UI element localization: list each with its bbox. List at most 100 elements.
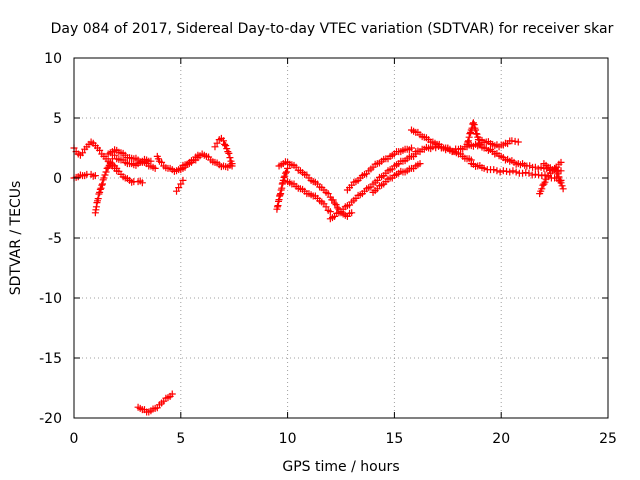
series-track-j xyxy=(211,134,236,168)
data-point xyxy=(97,184,105,192)
data-point xyxy=(99,176,107,184)
data-point xyxy=(473,130,481,138)
data-point xyxy=(348,209,356,217)
data-point xyxy=(211,143,219,151)
data-point xyxy=(509,167,517,175)
y-tick-label: -20 xyxy=(39,411,62,427)
data-point xyxy=(96,188,104,196)
x-tick-label: 0 xyxy=(70,431,79,447)
data-point xyxy=(464,137,472,145)
x-tick-label: 5 xyxy=(176,431,185,447)
data-point xyxy=(226,154,234,162)
data-point xyxy=(283,168,291,176)
data-point xyxy=(177,180,185,188)
series-track-n xyxy=(284,178,334,216)
x-axis-label: GPS time / hours xyxy=(282,459,399,475)
data-point xyxy=(538,185,546,193)
data-point xyxy=(514,138,522,146)
data-point xyxy=(559,185,567,193)
data-markers xyxy=(70,119,567,416)
data-point xyxy=(94,195,102,203)
data-point xyxy=(91,172,99,180)
data-point xyxy=(96,185,104,193)
data-point xyxy=(220,137,228,145)
data-point xyxy=(168,390,176,398)
series-track-g xyxy=(153,152,202,175)
data-point xyxy=(179,176,187,184)
y-tick-label: -5 xyxy=(48,231,62,247)
series-track-c xyxy=(91,151,119,217)
data-point xyxy=(79,149,87,157)
data-point xyxy=(332,201,340,209)
data-point xyxy=(281,172,289,180)
y-axis-label: SDTVAR / TECUs xyxy=(8,181,24,296)
data-point xyxy=(324,190,332,198)
x-tick-label: 25 xyxy=(599,431,617,447)
data-point xyxy=(512,168,520,176)
data-point xyxy=(490,166,498,174)
data-point xyxy=(333,204,341,212)
series-track-x xyxy=(540,158,565,175)
series-track-q xyxy=(369,160,424,196)
data-point xyxy=(480,164,488,172)
data-point xyxy=(542,175,550,183)
series-track-p xyxy=(343,144,415,194)
series-track-h xyxy=(173,176,187,195)
data-point xyxy=(221,140,229,148)
data-point xyxy=(228,160,236,168)
data-point xyxy=(326,208,334,216)
data-point xyxy=(175,184,183,192)
data-point xyxy=(496,168,504,176)
data-point xyxy=(98,181,106,189)
data-point xyxy=(465,133,473,141)
data-point xyxy=(284,164,292,172)
y-tick-label: 0 xyxy=(53,171,62,187)
data-point xyxy=(525,169,533,177)
data-point xyxy=(158,158,166,166)
series-track-f xyxy=(113,155,155,169)
data-point xyxy=(470,121,478,129)
y-tick-label: 5 xyxy=(53,111,62,127)
data-point xyxy=(493,167,501,175)
data-point xyxy=(96,146,104,154)
data-point xyxy=(555,173,563,181)
data-point xyxy=(329,196,337,204)
data-point xyxy=(541,178,549,186)
data-point xyxy=(281,169,289,177)
data-point xyxy=(557,158,565,166)
series-track-s xyxy=(412,140,565,175)
x-tick-label: 20 xyxy=(492,431,510,447)
data-point xyxy=(101,171,109,179)
data-point xyxy=(464,138,472,146)
data-point xyxy=(469,119,477,127)
y-tick-label: 10 xyxy=(44,51,62,67)
series-track-t xyxy=(463,119,484,148)
data-point xyxy=(100,174,108,182)
grid xyxy=(74,58,608,418)
data-point xyxy=(472,126,480,134)
data-point xyxy=(98,180,106,188)
series-track-l xyxy=(273,164,292,213)
data-point xyxy=(280,173,288,181)
x-tick-label: 10 xyxy=(279,431,297,447)
x-tick-label: 15 xyxy=(385,431,403,447)
data-point xyxy=(554,170,562,178)
tick-labels: 0 5 10 15 20 25 -20 -15 -10 -5 0 5 10 xyxy=(39,51,617,447)
data-point xyxy=(173,187,181,195)
data-point xyxy=(331,199,339,207)
series-track-r xyxy=(407,126,475,164)
data-point xyxy=(557,179,565,187)
data-point xyxy=(147,157,155,165)
data-point xyxy=(279,176,287,184)
data-point xyxy=(506,168,514,176)
data-point xyxy=(102,168,110,176)
data-point xyxy=(416,160,424,168)
series-track-o xyxy=(326,150,420,223)
series-track-e xyxy=(108,162,146,187)
data-point xyxy=(151,164,159,172)
data-point xyxy=(466,130,474,138)
data-point xyxy=(225,149,233,157)
y-tick-label: -15 xyxy=(39,351,62,367)
data-point xyxy=(138,179,146,187)
